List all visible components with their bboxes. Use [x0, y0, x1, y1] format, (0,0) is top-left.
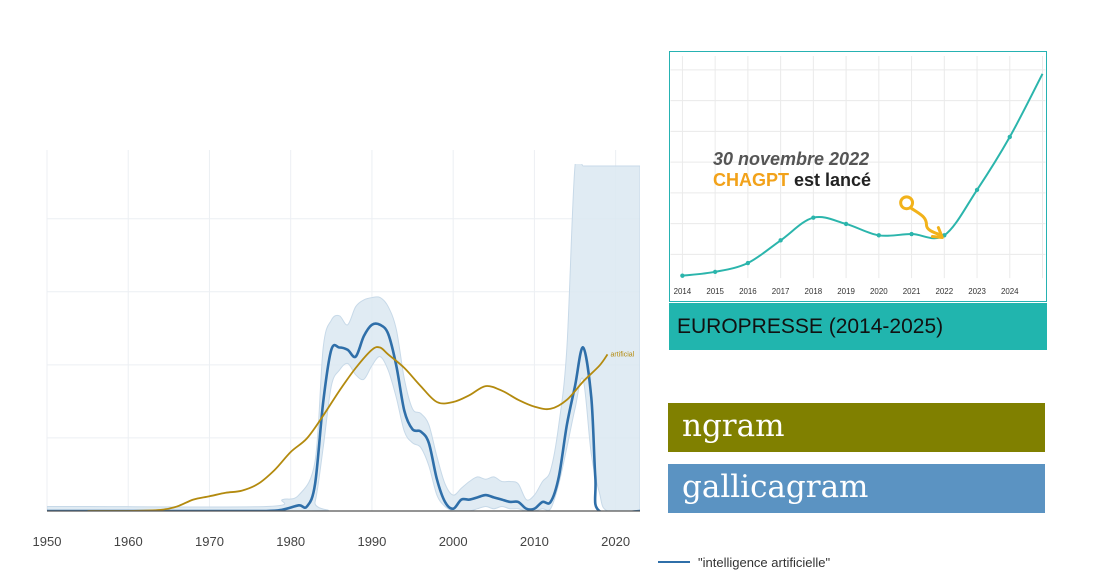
x-tick-label: 1980 — [276, 534, 305, 549]
x-tick-label: 2010 — [520, 534, 549, 549]
series-secondary — [87, 346, 609, 511]
inset-tick-label: 2016 — [739, 287, 757, 296]
europresse-chart: 2014 2015 2016 2017 2018 2019 2020 2021 2022 2023… — [669, 51, 1047, 302]
annotation-arrow-icon — [899, 195, 944, 239]
inset-tick-label: 2017 — [772, 287, 790, 296]
inset-grid — [670, 55, 1046, 279]
inset-point — [876, 233, 882, 238]
ngram-label: ngram — [668, 403, 1045, 452]
inset-tick-label: 2015 — [706, 287, 724, 296]
inset-tick-label: 2021 — [903, 287, 921, 296]
inset-point — [1007, 134, 1012, 140]
inset-tick-label: 2019 — [837, 287, 855, 296]
inset-tick-label: 2020 — [870, 287, 888, 296]
europresse-caption: EUROPRESSE (2014-2025) — [669, 303, 1047, 350]
legend-swatch — [658, 561, 690, 563]
inset-point — [974, 187, 980, 193]
annotation-event: CHAGPT est lancé — [713, 170, 871, 191]
annotation-event-text: est lancé — [789, 170, 872, 190]
x-tick-label: 1950 — [33, 534, 62, 549]
x-tick-label: 1960 — [114, 534, 143, 549]
plot-area — [47, 164, 640, 511]
inset-point — [778, 238, 783, 243]
inset-tick-label: 2023 — [968, 287, 986, 296]
legend-label: "intelligence artificielle" — [698, 554, 831, 570]
series-end-label: artificial — [611, 351, 635, 358]
gallicagram-label: gallicagram — [668, 464, 1045, 513]
series-intelligence-artificielle — [47, 322, 640, 511]
inset-point — [712, 269, 718, 275]
inset-tick-label: 2018 — [805, 287, 823, 296]
inset-point — [811, 215, 816, 220]
inset-tick-label: 2014 — [674, 287, 692, 296]
inset-point — [843, 221, 849, 227]
annotation-date: 30 novembre 2022 — [713, 149, 870, 169]
x-tick-label: 2000 — [439, 534, 468, 549]
annotation-brand: CHAGPT — [713, 170, 789, 190]
x-tick-label: 1990 — [357, 534, 386, 549]
confidence-band — [47, 164, 640, 511]
legend[interactable]: "intelligence artificielle" — [658, 552, 830, 572]
inset-point — [680, 273, 685, 278]
inset-tick-label: 2022 — [935, 287, 953, 296]
inset-series-line — [682, 73, 1044, 277]
inset-tick-label: 2024 — [1001, 287, 1019, 296]
x-tick-label: 1970 — [195, 534, 224, 549]
x-tick-label: 2020 — [601, 534, 630, 549]
inset-point — [745, 260, 751, 266]
inset-point — [909, 231, 914, 237]
